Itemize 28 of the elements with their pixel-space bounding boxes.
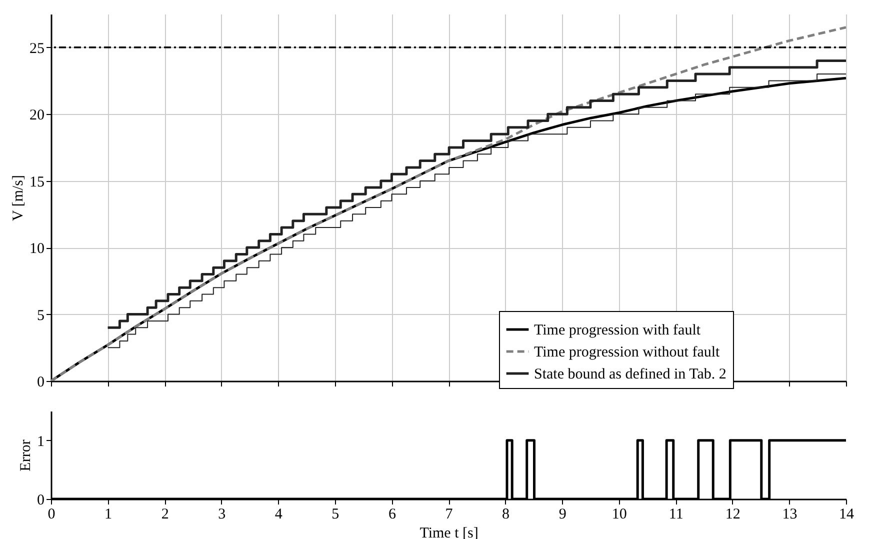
y-tick-label: 5	[37, 308, 44, 324]
y-tick-label: 10	[30, 241, 44, 258]
legend-label: Time progression without fault	[534, 344, 721, 360]
x-tick-label: 9	[558, 506, 566, 522]
x-tick-label: 1	[104, 506, 112, 522]
y-tick-label: 25	[30, 40, 44, 57]
x-tick-label: 11	[668, 506, 684, 522]
x-tick-label: 4	[274, 506, 283, 522]
x-tick-label: 5	[332, 506, 340, 522]
y-tick-label: 20	[30, 108, 44, 124]
legend-label: State bound as defined in Tab. 2	[534, 366, 726, 382]
x-tick-label: 6	[388, 506, 396, 522]
x-tick-label: 13	[782, 506, 798, 522]
x-tick-label: 14	[839, 506, 854, 522]
x-tick-label: 8	[502, 506, 510, 522]
y-tick-label: 15	[30, 174, 44, 190]
x-tick-label: 3	[218, 506, 226, 522]
y-tick-label: 1	[37, 434, 44, 450]
y-axis-title: Error	[18, 440, 34, 472]
legend-label: Time progression with fault	[534, 322, 702, 338]
x-tick-label: 2	[161, 506, 169, 522]
y-tick-label: 0	[37, 492, 44, 508]
x-tick-label: 10	[612, 506, 627, 522]
x-tick-label: 0	[48, 506, 56, 522]
y-tick-label: 0	[37, 374, 44, 390]
x-tick-label: 12	[725, 506, 740, 522]
x-tick-label: 7	[445, 506, 454, 522]
y-axis-title: V [m/s]	[10, 175, 26, 221]
